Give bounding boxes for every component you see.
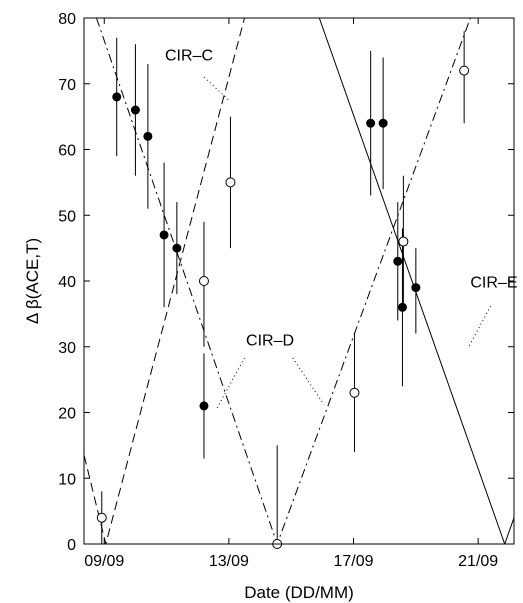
y-axis-label: Δ β(ACE,T) — [23, 238, 42, 324]
y-tick-label: 50 — [58, 208, 76, 225]
data-point-filled — [130, 105, 140, 115]
data-point-open — [459, 65, 470, 76]
model-line-solid — [318, 18, 514, 544]
x-tick-label: 09/09 — [84, 553, 124, 570]
x-tick-label: 13/09 — [209, 553, 249, 570]
data-point-open — [398, 236, 409, 247]
plot-lines — [84, 18, 514, 544]
data-point-open — [96, 512, 107, 523]
y-tick-label: 20 — [58, 406, 76, 423]
y-tick-label: 70 — [58, 77, 76, 94]
x-tick-label: 17/09 — [334, 553, 374, 570]
data-point-filled — [112, 92, 122, 102]
annotation-leader — [203, 76, 230, 101]
error-bars — [101, 31, 465, 544]
x-tick-label: 21/09 — [458, 553, 498, 570]
data-point-filled — [393, 256, 403, 266]
y-tick-label: 60 — [58, 143, 76, 160]
annotation-leader — [215, 357, 245, 410]
annotation-leader — [468, 305, 492, 347]
annotation-cir-d: CIR–D — [246, 332, 294, 349]
x-axis-ticks: 09/09 13/09 17/09 21/09 — [84, 18, 498, 570]
data-point-filled — [199, 401, 209, 411]
y-tick-label: 30 — [58, 340, 76, 357]
y-tick-label: 80 — [58, 11, 76, 28]
data-point-open — [198, 276, 209, 286]
annotation-cir-e: CIR–E — [470, 275, 517, 292]
annotation-leader — [292, 357, 325, 405]
model-line-dashdot — [96, 18, 471, 544]
y-tick-label: 40 — [58, 274, 76, 291]
y-tick-label: 0 — [67, 537, 76, 554]
data-point-filled — [378, 118, 388, 128]
annotation-cir-c: CIR–C — [165, 48, 213, 65]
annotations: CIR–C CIR–D CIR–E — [165, 48, 517, 350]
data-point-filled — [411, 283, 421, 293]
annotation-leaders — [203, 76, 492, 410]
plot-frame — [83, 17, 515, 545]
x-axis-label: Date (DD/MM) — [244, 583, 354, 602]
data-point-filled — [366, 118, 376, 128]
data-point-filled — [159, 230, 169, 240]
y-tick-label: 10 — [58, 471, 76, 488]
data-point-open — [349, 387, 360, 398]
data-point-filled — [397, 302, 407, 312]
data-point-filled — [143, 131, 153, 141]
y-axis-ticks: 0 10 20 30 40 50 60 70 80 — [58, 11, 514, 554]
model-line-dashed — [84, 18, 245, 544]
data-point-open — [225, 177, 236, 188]
data-point-filled — [172, 243, 182, 253]
markers — [96, 65, 470, 549]
